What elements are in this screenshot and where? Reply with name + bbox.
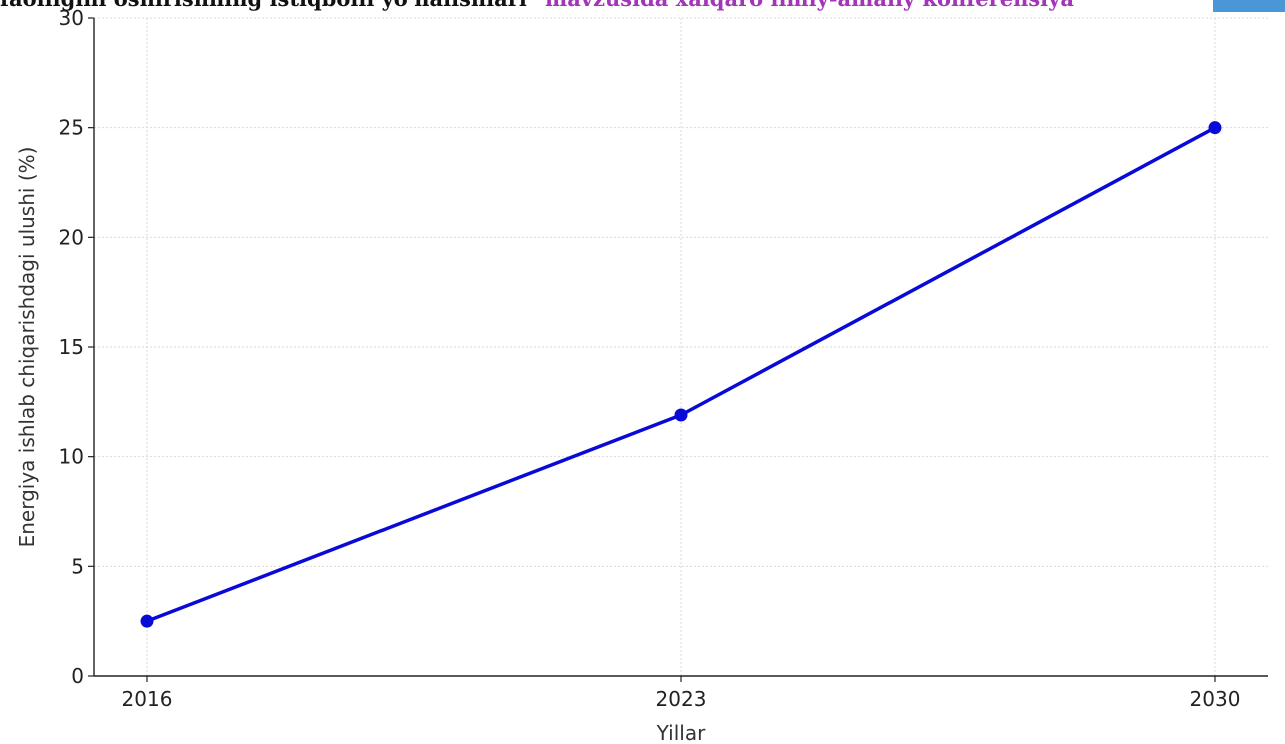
y-tick-label: 25 bbox=[59, 116, 84, 140]
grid bbox=[94, 17, 1268, 676]
x-axis-title: Yillar bbox=[656, 721, 706, 744]
y-tick-label: 5 bbox=[71, 554, 84, 578]
x-tick-label: 2016 bbox=[122, 687, 173, 711]
banner-text-purple: mavzusida xalqaro ilmiy-amaliy konferens… bbox=[538, 0, 1074, 11]
data-point bbox=[1208, 121, 1222, 135]
y-tick-label: 15 bbox=[59, 335, 84, 359]
data-point bbox=[674, 408, 688, 422]
x-tick-label: 2023 bbox=[656, 687, 707, 711]
data-point bbox=[140, 614, 154, 628]
banner-text: faolligini oshirishning istiqbolli yo'na… bbox=[0, 0, 1074, 11]
x-tick-label: 2030 bbox=[1190, 687, 1241, 711]
y-tick-label: 10 bbox=[59, 445, 84, 469]
banner-text-dark: faolligini oshirishning istiqbolli yo'na… bbox=[0, 0, 538, 11]
conference-banner: faolligini oshirishning istiqbolli yo'na… bbox=[0, 0, 1285, 12]
series bbox=[140, 121, 1222, 628]
y-tick-label: 0 bbox=[71, 664, 84, 688]
y-axis-title: Energiya ishlab chiqarishdagi ulushi (%) bbox=[15, 147, 39, 548]
y-tick-label: 30 bbox=[59, 6, 84, 30]
tick-labels: 0 5 10 15 20 25 30 2016 2023 2030 bbox=[59, 6, 1241, 711]
y-tick-label: 20 bbox=[59, 225, 84, 249]
axes bbox=[88, 17, 1268, 682]
banner-accent-bar bbox=[1213, 0, 1285, 12]
